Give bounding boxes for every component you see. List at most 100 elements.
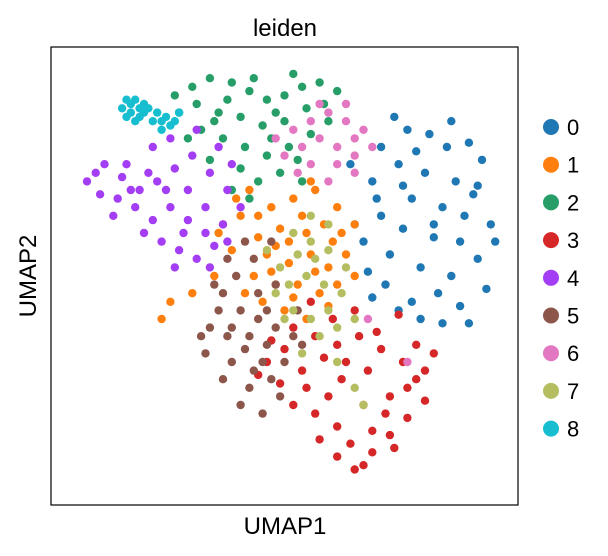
point-cluster-8 xyxy=(153,108,162,117)
point-cluster-3 xyxy=(354,332,364,341)
point-cluster-3 xyxy=(394,310,403,319)
point-cluster-4 xyxy=(223,185,232,195)
point-cluster-1 xyxy=(240,289,250,298)
point-cluster-2 xyxy=(236,112,245,122)
point-cluster-6 xyxy=(333,160,342,169)
point-cluster-2 xyxy=(227,78,236,87)
point-cluster-3 xyxy=(337,375,346,384)
point-cluster-3 xyxy=(390,443,399,453)
legend-label-4: 4 xyxy=(567,266,579,291)
point-cluster-5 xyxy=(218,289,228,298)
point-cluster-7 xyxy=(297,349,307,358)
legend-marker-8 xyxy=(543,420,559,437)
point-cluster-4 xyxy=(148,215,157,225)
point-cluster-7 xyxy=(324,220,333,229)
point-cluster-3 xyxy=(403,413,412,423)
point-cluster-0 xyxy=(412,147,421,156)
point-cluster-2 xyxy=(205,74,215,83)
point-cluster-5 xyxy=(275,392,285,401)
point-cluster-1 xyxy=(236,211,245,220)
point-cluster-2 xyxy=(262,95,272,104)
legend-marker-7 xyxy=(543,382,559,399)
point-cluster-2 xyxy=(223,95,232,104)
point-cluster-5 xyxy=(249,366,258,375)
point-cluster-2 xyxy=(236,164,245,173)
point-cluster-1 xyxy=(284,237,294,246)
point-cluster-8 xyxy=(157,125,166,134)
point-cluster-5 xyxy=(297,340,307,349)
point-cluster-0 xyxy=(420,168,430,177)
point-cluster-6 xyxy=(324,177,333,186)
point-cluster-0 xyxy=(398,224,408,233)
legend-label-1: 1 xyxy=(567,153,579,178)
point-cluster-5 xyxy=(223,332,232,341)
chart-title: leiden xyxy=(253,15,317,42)
point-cluster-1 xyxy=(341,250,351,259)
point-cluster-3 xyxy=(324,392,333,401)
point-cluster-4 xyxy=(214,142,223,152)
point-cluster-5 xyxy=(245,332,254,341)
point-cluster-1 xyxy=(258,297,267,306)
point-cluster-0 xyxy=(372,194,381,203)
point-cluster-1 xyxy=(293,280,302,289)
point-cluster-1 xyxy=(333,280,342,289)
point-cluster-6 xyxy=(297,142,307,152)
point-cluster-2 xyxy=(293,155,302,165)
point-cluster-2 xyxy=(254,177,263,186)
point-cluster-5 xyxy=(240,344,250,354)
point-cluster-0 xyxy=(486,220,495,229)
point-cluster-2 xyxy=(297,82,307,92)
point-cluster-1 xyxy=(350,271,359,281)
point-cluster-0 xyxy=(381,280,390,289)
point-cluster-1 xyxy=(311,267,320,276)
point-cluster-3 xyxy=(412,340,421,349)
point-cluster-4 xyxy=(82,177,92,186)
point-cluster-4 xyxy=(100,160,109,169)
point-cluster-5 xyxy=(262,340,272,349)
point-cluster-6 xyxy=(350,134,359,143)
point-cluster-0 xyxy=(407,194,416,203)
point-cluster-6 xyxy=(368,142,377,152)
legend-marker-6 xyxy=(543,345,559,362)
legend: 0 1 2 3 4 5 6 7 8 xyxy=(543,115,579,442)
legend-marker-4 xyxy=(543,269,559,286)
legend-label-8: 8 xyxy=(567,417,579,442)
point-cluster-4 xyxy=(153,177,162,186)
point-cluster-0 xyxy=(390,112,399,122)
point-cluster-2 xyxy=(188,82,197,92)
point-cluster-2 xyxy=(315,78,324,87)
point-cluster-5 xyxy=(210,280,219,289)
point-cluster-1 xyxy=(232,194,241,203)
point-cluster-4 xyxy=(192,254,201,263)
point-cluster-0 xyxy=(447,117,456,126)
point-cluster-0 xyxy=(416,314,425,324)
point-cluster-4 xyxy=(174,246,184,255)
point-cluster-4 xyxy=(113,194,122,203)
legend-label-2: 2 xyxy=(567,190,579,215)
legend-marker-2 xyxy=(543,194,559,211)
point-cluster-8 xyxy=(122,112,131,122)
point-cluster-7 xyxy=(337,289,346,298)
point-cluster-1 xyxy=(311,185,320,195)
point-cluster-4 xyxy=(91,168,100,177)
point-cluster-5 xyxy=(271,323,280,332)
point-cluster-8 xyxy=(170,117,179,126)
point-cluster-5 xyxy=(201,349,210,358)
point-cluster-3 xyxy=(289,400,298,410)
point-cluster-5 xyxy=(236,400,245,410)
point-cluster-3 xyxy=(306,297,315,306)
point-cluster-4 xyxy=(117,172,127,182)
point-cluster-0 xyxy=(464,138,474,147)
point-cluster-5 xyxy=(254,314,263,324)
point-cluster-6 xyxy=(306,117,315,126)
point-cluster-1 xyxy=(315,289,324,298)
point-cluster-4 xyxy=(139,228,149,238)
point-cluster-7 xyxy=(289,228,298,238)
point-cluster-2 xyxy=(218,134,228,143)
point-cluster-4 xyxy=(126,185,135,195)
point-cluster-1 xyxy=(297,211,307,220)
point-cluster-3 xyxy=(333,340,342,349)
point-cluster-5 xyxy=(205,323,215,332)
points-layer xyxy=(82,69,500,474)
